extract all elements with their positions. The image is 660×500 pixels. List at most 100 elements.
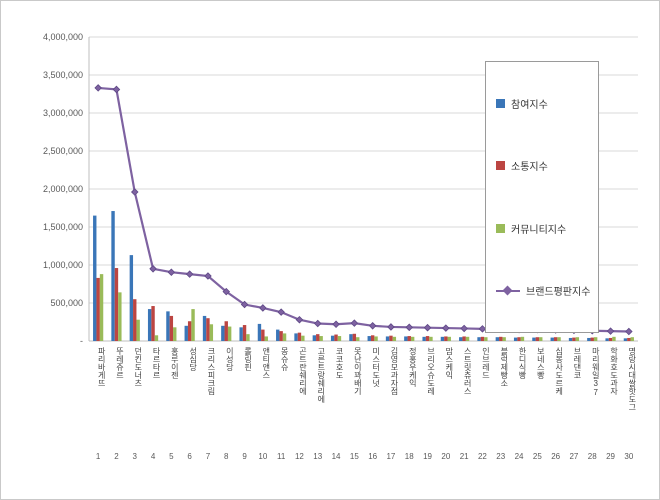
bar-소통지수 bbox=[572, 337, 576, 341]
legend-label: 커뮤니티지수 bbox=[511, 224, 567, 236]
x-rank-label: 10 bbox=[258, 452, 267, 461]
bar-소통지수 bbox=[187, 321, 192, 341]
x-rank-label: 30 bbox=[624, 452, 633, 461]
x-rank-label: 8 bbox=[224, 452, 229, 461]
y-axis-tick-label: 2,000,000 bbox=[43, 184, 83, 194]
x-rank-label: 26 bbox=[551, 452, 560, 461]
bar-소통지수 bbox=[389, 335, 393, 341]
x-rank-label: 5 bbox=[169, 452, 174, 461]
y-axis-tick-label: 3,500,000 bbox=[43, 70, 83, 80]
line-marker bbox=[240, 300, 249, 309]
x-rank-label: 1 bbox=[96, 452, 101, 461]
bar-커뮤니티지수 bbox=[520, 336, 525, 341]
bar-소통지수 bbox=[151, 306, 155, 341]
bar-소통지수 bbox=[553, 337, 558, 341]
bar-커뮤니티지수 bbox=[484, 337, 488, 341]
x-rank-label: 7 bbox=[206, 452, 211, 461]
legend-label: 참여지수 bbox=[511, 99, 548, 111]
bar-소통지수 bbox=[352, 333, 357, 341]
bar-소통지수 bbox=[462, 336, 466, 341]
line-marker bbox=[332, 320, 340, 329]
bar-참여지수 bbox=[294, 333, 298, 341]
x-rank-label: 2 bbox=[114, 452, 119, 461]
bar-소통지수 bbox=[279, 331, 283, 341]
y-axis-tick-label: - bbox=[80, 336, 83, 346]
legend: 참여지수 소통지수 커뮤니티지수 브랜드평판지수 bbox=[485, 61, 599, 333]
bar-커뮤니티지수 bbox=[356, 337, 360, 341]
bar-참여지수 bbox=[587, 337, 591, 341]
legend-label: 브랜드평판지수 bbox=[526, 287, 591, 299]
bar-커뮤니티지수 bbox=[539, 337, 543, 341]
bar-참여지수 bbox=[184, 325, 188, 341]
bar-참여지수 bbox=[385, 336, 390, 341]
line-marker bbox=[368, 322, 377, 330]
line-marker bbox=[295, 315, 304, 324]
bar-소통지수 bbox=[608, 337, 613, 341]
line-marker bbox=[185, 270, 194, 278]
bar-커뮤니티지수 bbox=[301, 335, 305, 341]
bar-소통지수 bbox=[425, 336, 430, 341]
bar-참여지수 bbox=[166, 311, 170, 341]
bar-참여지수 bbox=[111, 211, 115, 341]
bar-소통지수 bbox=[444, 336, 448, 341]
line-marker bbox=[277, 308, 285, 316]
x-rank-label: 23 bbox=[496, 452, 505, 461]
x-rank-label: 16 bbox=[368, 452, 377, 461]
bar-소통지수 bbox=[480, 336, 485, 341]
x-rank-label: 6 bbox=[187, 452, 192, 461]
bar-커뮤니티지수 bbox=[502, 337, 506, 341]
bar-커뮤니티지수 bbox=[410, 336, 415, 341]
x-rank-label: 15 bbox=[350, 452, 359, 461]
bar-참여지수 bbox=[422, 336, 426, 341]
bar-커뮤니티지수 bbox=[429, 336, 433, 341]
x-rank-label: 29 bbox=[606, 452, 615, 461]
bar-커뮤니티지수 bbox=[209, 324, 214, 341]
bar-소통지수 bbox=[206, 318, 210, 341]
x-rank-label: 19 bbox=[423, 452, 432, 461]
bar-소통지수 bbox=[261, 329, 265, 341]
bar-참여지수 bbox=[330, 335, 335, 341]
bar-참여지수 bbox=[532, 337, 536, 341]
legend-item-participation: 참여지수 bbox=[496, 96, 588, 111]
x-rank-label: 21 bbox=[460, 452, 469, 461]
y-axis-tick-label: 1,000,000 bbox=[43, 260, 83, 270]
x-rank-label: 9 bbox=[242, 452, 247, 461]
x-rank-label: 25 bbox=[533, 452, 542, 461]
legend-item-communication: 소통지수 bbox=[496, 158, 588, 173]
line-marker bbox=[94, 84, 102, 92]
line-marker bbox=[423, 323, 432, 332]
legend-item-brand-reputation: 브랜드평판지수 bbox=[496, 283, 591, 299]
participation-swatch-icon bbox=[496, 98, 505, 108]
bar-커뮤니티지수 bbox=[118, 292, 122, 341]
bar-커뮤니티지수 bbox=[630, 337, 634, 341]
y-axis-tick-label: 1,500,000 bbox=[43, 222, 83, 232]
bar-참여지수 bbox=[93, 215, 97, 341]
bar-소통지수 bbox=[133, 299, 137, 341]
bar-소통지수 bbox=[316, 334, 320, 341]
bar-참여지수 bbox=[349, 334, 353, 341]
bar-참여지수 bbox=[239, 327, 243, 341]
legend-label: 소통지수 bbox=[511, 162, 548, 174]
bar-소통지수 bbox=[242, 325, 247, 341]
line-marker bbox=[606, 327, 615, 335]
x-rank-label: 28 bbox=[588, 452, 597, 461]
line-marker bbox=[460, 324, 468, 333]
bar-소통지수 bbox=[407, 336, 411, 341]
line-marker bbox=[442, 324, 450, 332]
bar-커뮤니티지수 bbox=[593, 337, 598, 341]
line-marker bbox=[625, 327, 633, 336]
bar-소통지수 bbox=[96, 277, 100, 341]
y-axis-tick-label: 500,000 bbox=[50, 298, 83, 308]
legend-diamond-marker-icon bbox=[502, 285, 513, 296]
bar-커뮤니티지수 bbox=[246, 334, 250, 341]
line-marker bbox=[350, 319, 359, 327]
bar-참여지수 bbox=[404, 336, 408, 341]
brand-reputation-line-icon bbox=[496, 285, 520, 296]
line-marker bbox=[222, 287, 231, 296]
bar-커뮤니티지수 bbox=[612, 336, 616, 341]
bar-참여지수 bbox=[147, 309, 152, 341]
bar-참여지수 bbox=[257, 323, 262, 341]
bar-참여지수 bbox=[568, 337, 573, 341]
